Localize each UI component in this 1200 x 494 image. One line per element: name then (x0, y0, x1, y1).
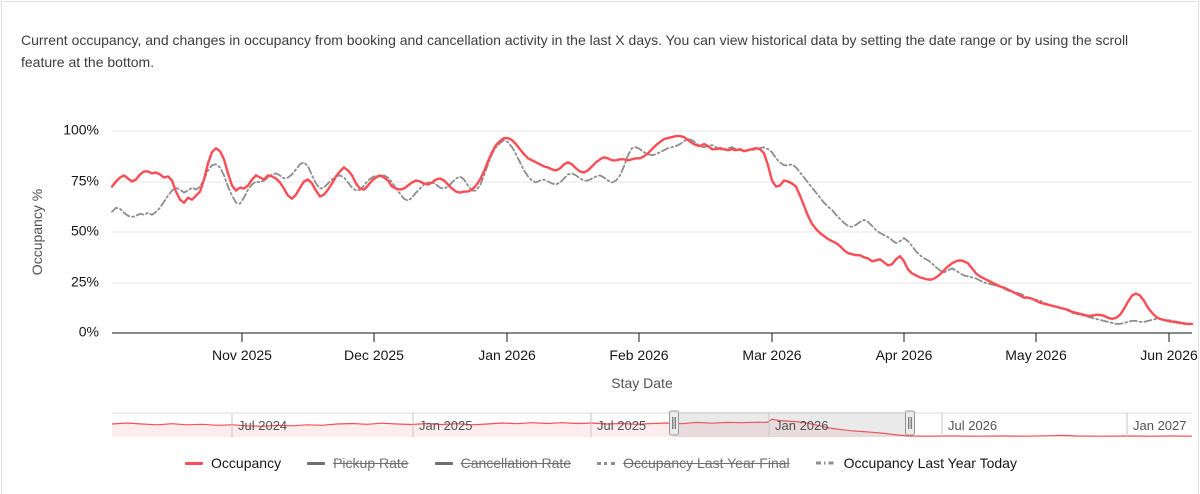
legend-item-label: Occupancy (211, 455, 282, 471)
legend-item-label: Pickup Rate (333, 455, 409, 471)
brush-handle-right[interactable] (905, 410, 915, 436)
zoom-bar-tick-label: Jan 2027 (1133, 418, 1187, 433)
occupancy-last-year-final-swatch-icon (597, 461, 616, 465)
y-axis-title: Occupancy % (29, 189, 45, 275)
x-tick-label: Mar 2026 (742, 347, 801, 363)
legend-item-label: Cancellation Rate (460, 455, 572, 471)
occupancy-swatch-icon (185, 461, 204, 465)
zoom-bar[interactable]: Jul 2024 Jan 2025 Jul 2025 Jan 2026 Jul … (2, 404, 1199, 444)
legend-item-pickup-rate[interactable]: Pickup Rate (307, 455, 409, 471)
x-tick-label: May 2026 (1005, 347, 1067, 363)
y-tick-label: 50% (71, 223, 99, 239)
x-tick-label: Feb 2026 (609, 347, 668, 363)
zoom-bar-tick-label: Jul 2025 (597, 418, 646, 433)
zoom-bar-tick-label: Jan 2025 (419, 418, 473, 433)
legend: Occupancy Pickup Rate Cancellation Rate … (2, 455, 1198, 471)
occupancy-last-year-today-swatch-icon (815, 461, 836, 465)
pickup-rate-swatch-icon (307, 461, 326, 465)
legend-item-label: Occupancy Last Year Today (843, 455, 1017, 471)
zoom-bar-tick-label: Jul 2024 (238, 418, 287, 433)
brush-handle-left[interactable] (669, 410, 679, 436)
zoom-bar-canvas[interactable]: Jul 2024 Jan 2025 Jul 2025 Jan 2026 Jul … (2, 404, 1199, 444)
x-axis-title: Stay Date (611, 375, 673, 391)
occupancy-chart-plot: 100% 75% 50% 25% 0% Occupancy % Nov 2025… (29, 122, 1198, 391)
brush-selection[interactable] (674, 412, 910, 437)
y-tick-label: 75% (71, 173, 99, 189)
occupancy-chart: 100% 75% 50% 25% 0% Occupancy % Nov 2025… (2, 87, 1198, 406)
panel-description: Current occupancy, and changes in occupa… (21, 32, 1129, 70)
legend-item-cancellation-rate[interactable]: Cancellation Rate (434, 455, 572, 471)
y-tick-label: 0% (79, 324, 99, 340)
x-tick-label: Dec 2025 (344, 347, 404, 363)
x-tick-label: Nov 2025 (212, 347, 272, 363)
zoom-bar-series-line (111, 418, 1193, 437)
zoom-bar-tick-label: Jul 2026 (948, 418, 997, 433)
x-tick-label: Jan 2026 (478, 347, 536, 363)
x-tick-label: Jun 2026 (1140, 347, 1198, 363)
x-tick-label: Apr 2026 (876, 347, 933, 363)
legend-item-occupancy-last-year-today[interactable]: Occupancy Last Year Today (815, 455, 1017, 471)
cancellation-rate-swatch-icon (434, 461, 453, 465)
legend-item-label: Occupancy Last Year Final (623, 455, 790, 471)
y-tick-label: 100% (63, 122, 99, 138)
legend-item-occupancy[interactable]: Occupancy (185, 455, 281, 471)
zoom-bar-tick-label: Jan 2026 (775, 418, 829, 433)
occupancy-line (110, 134, 1194, 326)
y-tick-label: 25% (71, 274, 99, 290)
legend-item-occupancy-last-year-final[interactable]: Occupancy Last Year Final (597, 455, 790, 471)
